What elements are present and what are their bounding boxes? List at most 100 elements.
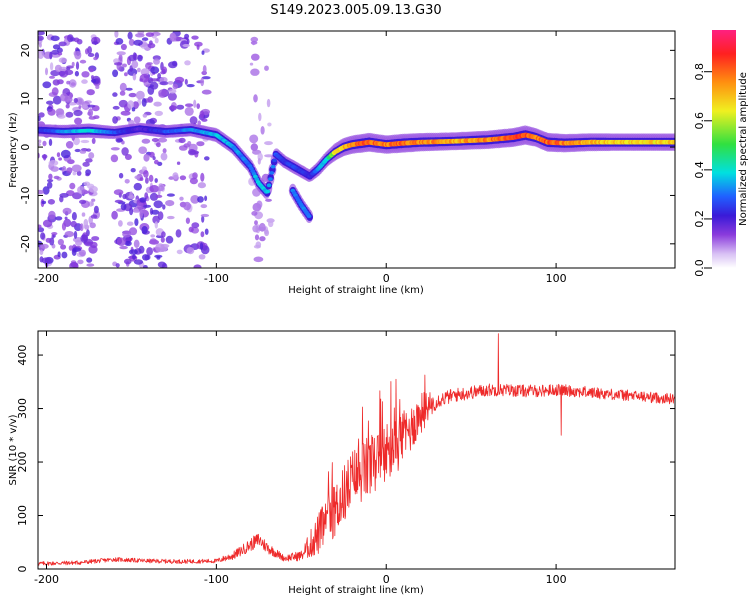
colorbar-ticks: 0.00.20.40.60.8 <box>693 63 712 277</box>
noise-blob <box>111 211 118 220</box>
noise-blob <box>126 88 133 91</box>
noise-blob <box>50 62 53 70</box>
noise-blob <box>74 38 80 43</box>
y-tick-label: 0 <box>16 566 29 573</box>
noise-blob <box>36 225 41 229</box>
noise-blob <box>42 141 46 146</box>
noise-blob <box>156 142 161 147</box>
noise-blob <box>48 199 55 205</box>
noise-blob <box>156 195 163 198</box>
noise-blob <box>118 220 123 227</box>
noise-blob <box>42 257 51 263</box>
noise-blob <box>76 61 79 69</box>
noise-blob <box>152 138 159 142</box>
noise-blob <box>57 79 64 84</box>
noise-blob <box>112 70 118 78</box>
noise-blob <box>134 183 142 191</box>
noise-blob <box>139 246 145 254</box>
ridge-core <box>265 190 270 194</box>
noise-blob <box>185 103 193 107</box>
noise-blob <box>55 65 62 72</box>
colorbar-tick-label: 0.0 <box>693 259 706 277</box>
noise-blob <box>154 160 159 165</box>
noise-blob <box>93 57 98 61</box>
noise-blob <box>199 254 206 259</box>
noise-blob <box>77 260 83 265</box>
noise-blob <box>74 118 82 125</box>
noise-blob <box>145 177 149 184</box>
noise-blob <box>197 196 204 203</box>
colorbar-tick-label: 0.6 <box>693 112 706 130</box>
noise-blob <box>119 173 123 179</box>
noise-blob <box>112 116 118 124</box>
noise-blob <box>200 78 204 87</box>
noise-blob <box>249 135 258 144</box>
noise-blob <box>72 165 82 173</box>
noise-blob <box>54 176 60 179</box>
noise-blob <box>63 208 72 215</box>
noise-blob <box>180 175 186 180</box>
noise-blob <box>94 206 99 214</box>
noise-blob <box>194 264 202 269</box>
noise-blob <box>86 257 92 262</box>
noise-blob <box>150 78 159 81</box>
noise-blob <box>74 98 78 103</box>
noise-blob <box>205 229 209 235</box>
chart-title: S149.2023.005.09.13.G30 <box>270 3 441 18</box>
noise-blob <box>256 201 262 209</box>
y-tick-label: -10 <box>19 186 32 204</box>
noise-blob <box>132 254 136 260</box>
noise-blob <box>201 118 207 122</box>
noise-blob <box>198 182 206 188</box>
noise-blob <box>121 147 128 156</box>
noise-blob <box>250 63 253 66</box>
noise-blob <box>115 200 123 203</box>
noise-blob <box>40 244 49 249</box>
noise-blob <box>81 140 90 143</box>
noise-blob <box>74 51 81 60</box>
noise-blob <box>176 105 184 110</box>
colorbar-tick-label: 0.4 <box>693 161 706 179</box>
noise-blob <box>59 196 63 203</box>
noise-blob <box>191 222 199 228</box>
noise-blob <box>168 81 174 85</box>
noise-blob <box>78 105 81 109</box>
noise-blob <box>117 138 124 142</box>
noise-blob <box>173 84 179 90</box>
noise-blob <box>196 103 200 109</box>
noise-blob <box>161 153 168 161</box>
noise-blob <box>160 71 165 75</box>
noise-blob <box>42 81 51 88</box>
noise-blob <box>184 60 191 65</box>
noise-blob <box>133 40 143 46</box>
noise-blob <box>156 256 160 260</box>
noise-blob <box>86 148 91 151</box>
noise-blob <box>117 51 126 55</box>
noise-blob <box>158 185 164 191</box>
noise-blob <box>66 141 74 149</box>
ridge-core <box>267 183 272 187</box>
noise-blob <box>112 92 117 97</box>
noise-blob <box>148 43 156 48</box>
noise-blob <box>200 242 203 250</box>
noise-blob <box>264 230 269 237</box>
noise-blob <box>167 216 175 219</box>
noise-blob <box>91 79 96 83</box>
noise-blob <box>114 189 124 195</box>
noise-blob <box>258 113 261 121</box>
noise-blob <box>122 231 131 238</box>
noise-blob <box>46 101 54 105</box>
noise-blob <box>134 218 138 226</box>
noise-blob <box>73 110 82 116</box>
noise-blob <box>187 247 195 254</box>
noise-blob <box>122 194 126 199</box>
noise-blob <box>203 65 207 74</box>
noise-blob <box>155 178 158 183</box>
noise-blob <box>87 89 95 95</box>
noise-blob <box>158 211 164 220</box>
noise-blob <box>87 46 92 54</box>
noise-blob <box>166 236 174 244</box>
noise-blob <box>187 84 195 87</box>
noise-blob <box>90 222 96 228</box>
